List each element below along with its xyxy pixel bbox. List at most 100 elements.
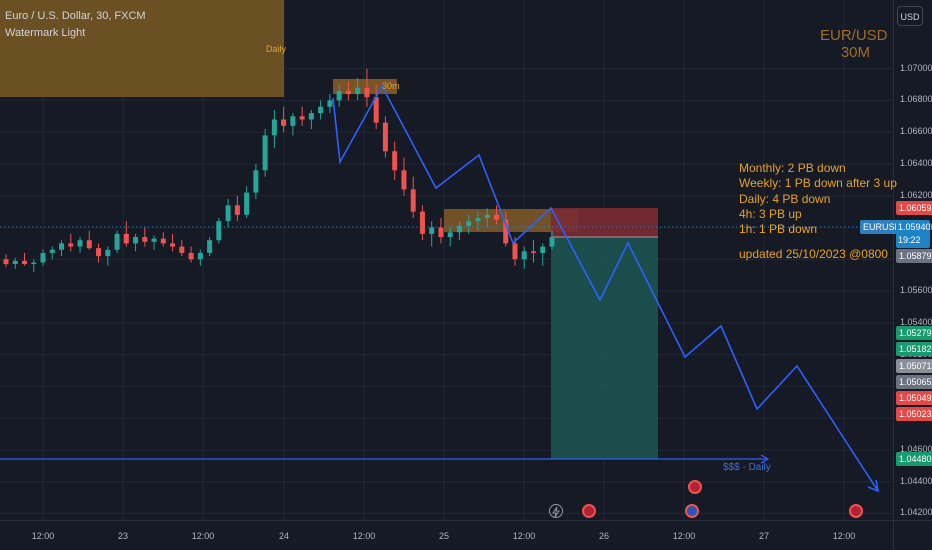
candle-body: [225, 205, 231, 222]
candle-body: [290, 116, 296, 126]
candle-body: [151, 238, 157, 242]
candle-body: [3, 259, 9, 265]
candle-body: [466, 221, 472, 226]
stop-loss-badge: 1.06059: [896, 201, 932, 215]
time-tick-label: 12:00: [352, 531, 376, 541]
candle-body: [419, 211, 425, 234]
candle-body: [401, 170, 407, 190]
watermark-indicator-label[interactable]: Watermark Light: [5, 27, 86, 39]
liquidity-arrow: [760, 454, 770, 464]
currency-button[interactable]: USD: [897, 6, 923, 26]
projection-path: [332, 84, 880, 493]
candle-body: [271, 119, 277, 136]
price-tick-label: 1.06800: [900, 94, 932, 105]
candle-body: [68, 243, 74, 247]
time-axis-divider: [0, 520, 932, 521]
symbol-watermark: EUR/USD: [820, 27, 888, 44]
thirty-min-zone: [333, 79, 397, 94]
symbol-title[interactable]: Euro / U.S. Dollar, 30, FXCM: [5, 10, 146, 22]
price-axis-divider: [893, 0, 894, 550]
candle-body: [318, 106, 324, 114]
time-tick-label: 23: [117, 531, 129, 541]
eu-flag-event-icon[interactable]: [685, 504, 699, 518]
candle-body: [484, 214, 490, 218]
daily-zone-label: Daily: [266, 44, 287, 54]
candle-body: [429, 227, 435, 234]
time-tick-label: 12:00: [191, 531, 215, 541]
note-line: 4h: 3 PB up: [739, 206, 802, 221]
candle-body: [281, 119, 287, 126]
note-line: Monthly: 2 PB down: [739, 161, 846, 175]
price-tick-label: 1.05600: [900, 285, 932, 296]
candle-body: [160, 238, 166, 244]
lightning-event-icon[interactable]: [549, 504, 563, 518]
time-tick-label: 12:00: [672, 531, 696, 541]
note-spacer: [739, 237, 897, 247]
price-tick-label: 1.06400: [900, 157, 932, 168]
note-line: 1h: 1 PB down: [739, 222, 818, 237]
projection-arrow: [867, 479, 880, 493]
candle-body: [327, 100, 333, 107]
candle-body: [105, 249, 111, 257]
candle-body: [299, 116, 305, 120]
level-badge: 1.05023: [896, 407, 932, 421]
candle-body: [456, 225, 462, 233]
candle-body: [549, 237, 555, 247]
candle-body: [197, 252, 203, 260]
candle-body: [253, 170, 259, 193]
candle-body: [382, 122, 388, 152]
time-tick-label: 24: [278, 531, 290, 541]
candle-body: [521, 251, 527, 260]
candle-body: [59, 243, 65, 250]
candle-body: [86, 240, 92, 249]
candle-body: [123, 233, 129, 244]
candle-body: [512, 243, 518, 260]
time-tick-label: 25: [438, 531, 450, 541]
us-flag-event-icon[interactable]: [582, 504, 596, 518]
note-line: Weekly: 1 PB down after 3 up: [739, 176, 897, 191]
time-tick-label: 12:00: [832, 531, 856, 541]
candle-body: [244, 192, 250, 215]
candle-body: [475, 217, 481, 222]
candle-body: [170, 243, 176, 247]
candle-body: [31, 262, 37, 265]
target-2-badge: 1.05182: [896, 342, 932, 356]
candle-body: [392, 151, 398, 171]
us-flag-event-icon[interactable]: [849, 504, 863, 518]
current-price-badge: 1.05940 19:22: [896, 220, 931, 248]
candle-body: [40, 252, 46, 263]
us-flag-event-icon[interactable]: [688, 480, 702, 494]
candle-body: [540, 246, 546, 253]
time-tick-label: 12:00: [31, 531, 55, 541]
note-line: Daily: 4 PB down: [739, 191, 831, 206]
target-1-badge: 1.05279: [896, 326, 932, 340]
price-tick-label: 1.07000: [900, 62, 932, 73]
projection-line: [332, 84, 879, 492]
candle-body: [188, 252, 194, 260]
candle-body: [530, 251, 536, 253]
price-tick-label: 1.04400: [900, 475, 932, 486]
price-tick-label: 1.05400: [900, 316, 932, 327]
candle-body: [216, 221, 222, 241]
candle-body: [336, 90, 342, 101]
note-line: updated 25/10/2023 @0800: [739, 247, 888, 262]
candle-body: [207, 240, 213, 253]
level-badge: 1.05065: [896, 375, 932, 389]
candle-body: [133, 237, 139, 244]
bar-countdown: 19:22: [898, 235, 921, 245]
candle-body: [503, 219, 509, 244]
candle-body: [308, 113, 314, 120]
price-tick-label: 1.04200: [900, 507, 932, 518]
thirty-min-zone-label: 30m: [382, 81, 400, 91]
stop-loss-zone: [551, 208, 658, 237]
price-tick-label: 1.06600: [900, 126, 932, 137]
level-badge: 1.05071: [896, 359, 932, 373]
price-tick-label: 1.06200: [900, 189, 932, 200]
liquidity-label: $$$ - Daily: [723, 462, 771, 473]
daily-zone: [0, 0, 284, 97]
bias-notes: Monthly: 2 PB down Weekly: 1 PB down aft…: [739, 161, 897, 263]
candle-body: [77, 240, 83, 247]
candle-body: [262, 135, 268, 171]
candle-body: [114, 233, 120, 250]
